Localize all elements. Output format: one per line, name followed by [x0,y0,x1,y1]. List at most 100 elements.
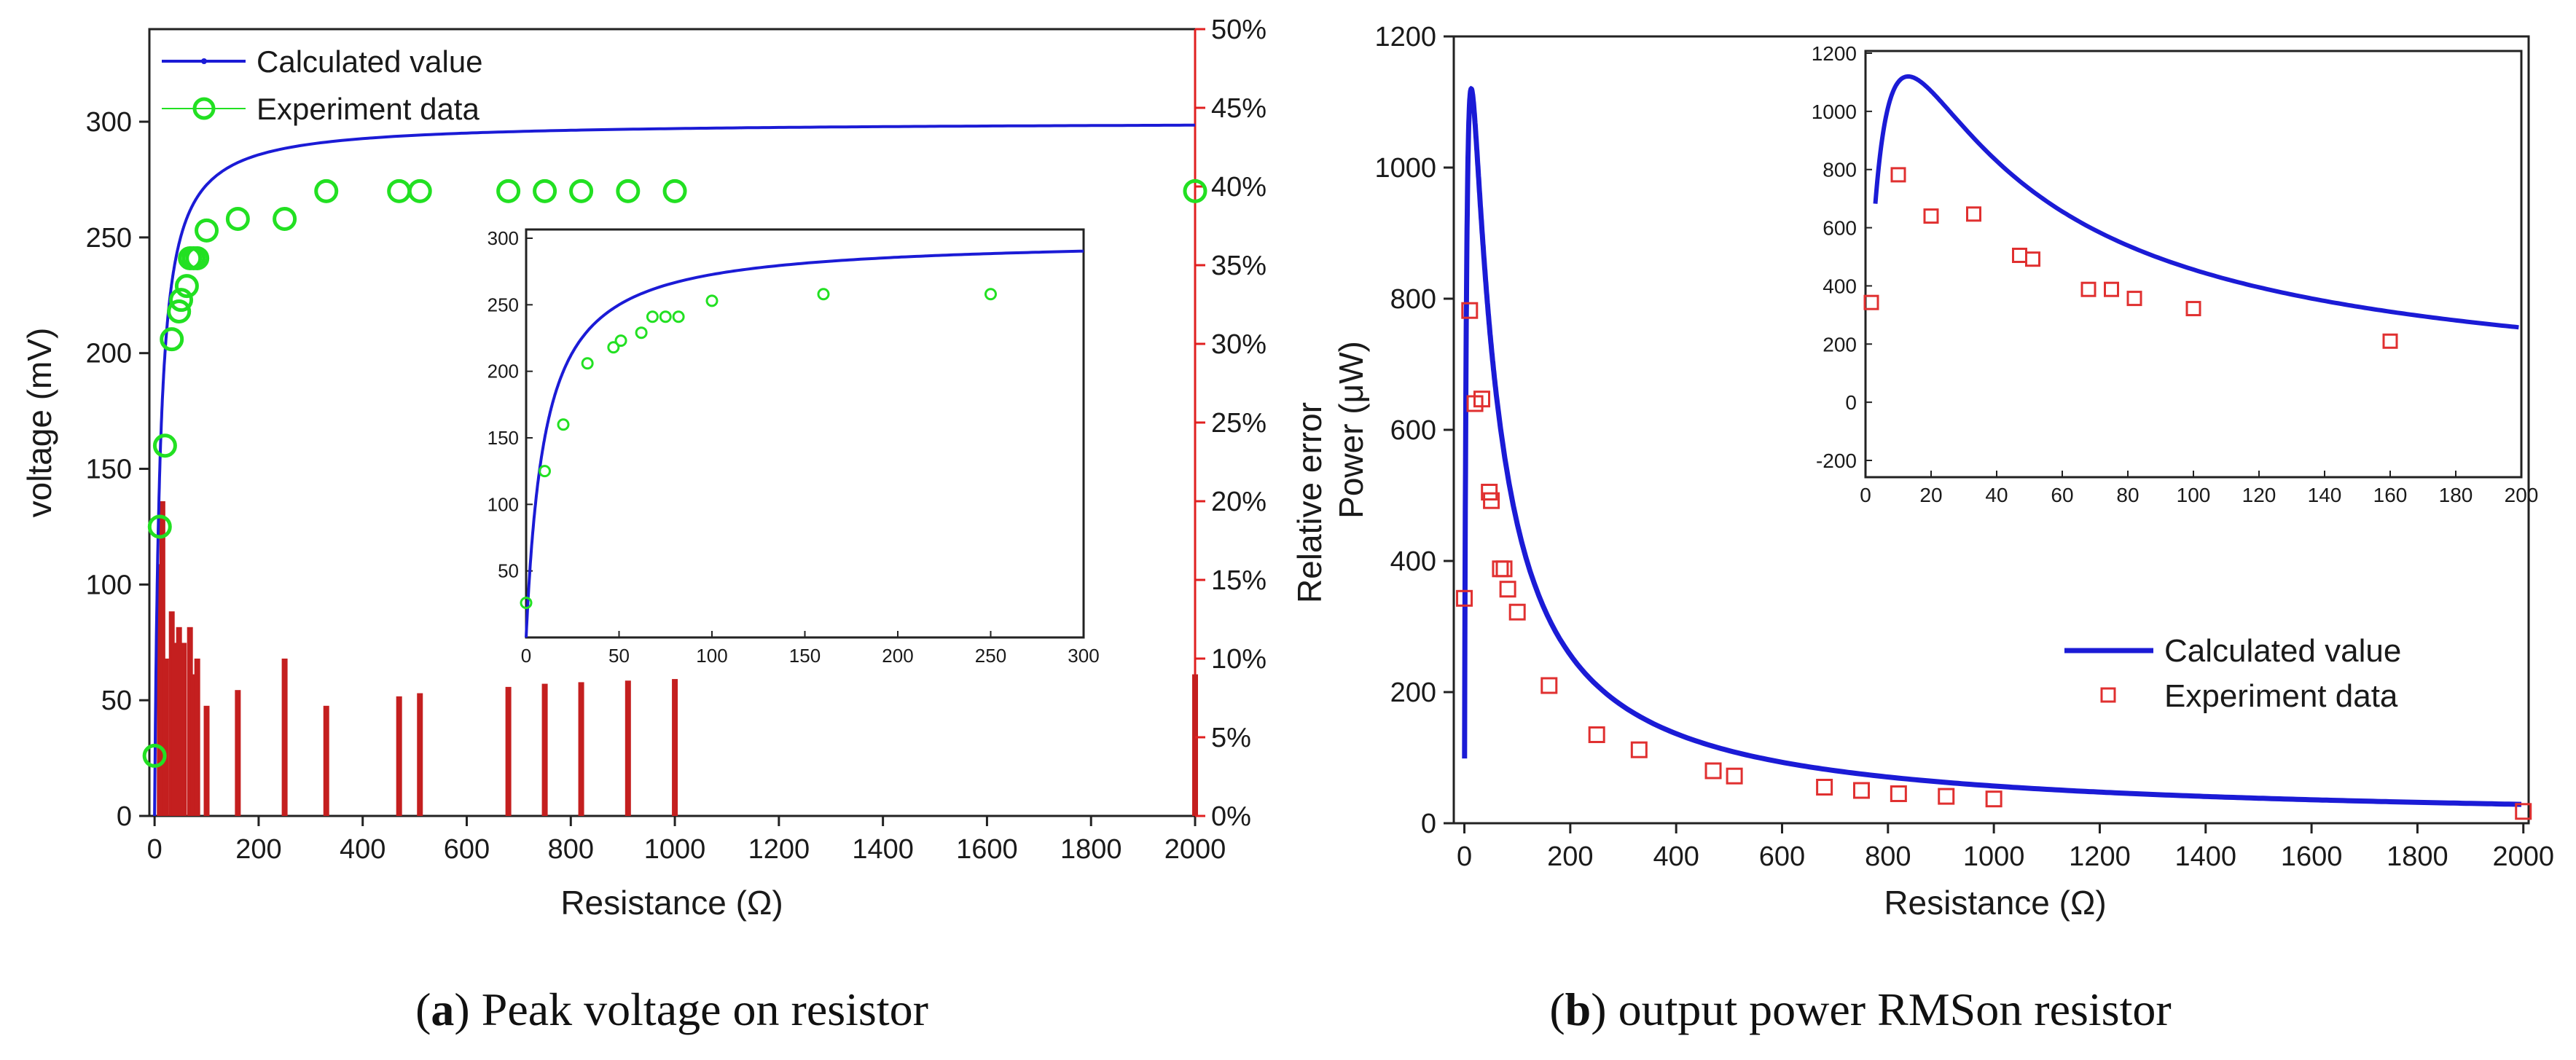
inset-x-tick-label: 200 [2505,484,2539,506]
experiment-point [174,274,199,299]
inset-x-tick-label: 300 [1068,645,1099,667]
experiment-point [407,178,432,203]
x-tick-label: 2000 [1164,834,1226,865]
y-tick-label: 1000 [1374,153,1436,184]
y-tick-label: 0 [1421,809,1436,839]
inset-x-tick-label: 100 [696,645,727,667]
error-bar [203,705,210,816]
inset-y-tick-label: 200 [1823,333,1857,356]
legend-b-exp-marker [2100,687,2116,703]
y-tick-label: 100 [86,570,132,600]
x-tick-label: 800 [548,834,594,865]
experiment-point [1816,779,1833,796]
inset-y-tick-label: 250 [488,294,519,315]
legend-a-exp-label: Experiment data [257,92,479,126]
experiment-point [533,178,557,203]
y2-tick-label: 5% [1211,723,1251,753]
inset-point [2080,281,2097,297]
error-bar [168,611,175,816]
experiment-point [1495,560,1513,578]
y-tick-label: 300 [86,107,132,138]
inset-point [646,310,659,323]
inset-x-tick-label: 50 [608,645,630,667]
experiment-point [1630,741,1648,758]
x-tick-label: 1000 [1963,841,2025,872]
chart-a-y-label: voltage (mV) [20,328,58,518]
experiment-point [314,178,339,203]
inset-y-tick-label: 50 [498,560,519,582]
y-tick-label: 200 [86,339,132,369]
inset-point [520,597,533,610]
inset-x-tick-label: 160 [2373,484,2408,506]
experiment-point [1890,785,1907,802]
experiment-point [1481,484,1498,500]
experiment-point [496,178,521,203]
chart-a-inset-calculated-line [525,249,1084,638]
error-bar [672,679,678,816]
experiment-point [225,206,250,231]
error-bar [194,659,200,816]
chart-a-y-ticks: 0 50 100 150 200 250 300 [86,107,149,832]
error-bar [171,643,178,816]
experiment-point [1183,178,1207,203]
chart-a-inset-points [520,288,997,610]
x-tick-label: 800 [1865,841,1911,872]
inset-y-tick-label: 150 [488,427,519,449]
inset-point [607,341,620,354]
error-bar [1192,674,1198,816]
chart-a-inset-ticks: 0 50 100 150 200 250 300 50 100 150 200 250 300 [488,227,1100,667]
inset-point [2025,251,2040,267]
experiment-point [1473,390,1491,408]
inset-point [2104,281,2119,297]
inset-x-tick-label: 60 [2051,484,2073,506]
inset-x-tick-label: 150 [789,645,821,667]
chart-b-x-label: Resistance (Ω) [1884,884,2106,922]
legend-a-calc-label: Calculated value [257,44,483,79]
experiment-point [195,218,219,243]
legend-a-calc-dot [201,58,207,64]
inset-point [2382,333,2398,349]
y-tick-label: 0 [117,801,132,832]
x-tick-label: 400 [340,834,385,865]
y2-tick-label: 50% [1211,15,1267,45]
inset-x-tick-label: 0 [521,645,531,667]
inset-point [984,288,997,301]
inset-point [635,326,648,339]
legend-b-exp-label: Experiment data [2164,678,2398,714]
chart-a-inset-frame [525,228,1085,639]
inset-y-tick-label: 400 [1823,275,1857,297]
experiment-point [152,433,177,458]
x-tick-label: 1600 [2281,841,2343,872]
chart-a-y2-ticks: 0% 5% 10% 15% 20% 25% 30% 35% 40% 45% 50% [1195,15,1267,832]
y2-tick-label: 15% [1211,565,1267,596]
error-bar [281,659,288,816]
inset-x-tick-label: 200 [882,645,913,667]
chart-b-inset-points [1863,167,2398,349]
inset-x-tick-label: 250 [975,645,1006,667]
x-tick-label: 1200 [2069,841,2131,872]
error-bar [323,705,329,816]
experiment-point [1726,767,1743,785]
y2-tick-label: 45% [1211,93,1267,124]
inset-y-tick-label: 1200 [1812,42,1857,65]
chart-b-inset-calculated-line [1873,74,2519,330]
experiment-point [185,246,210,270]
x-tick-label: 1000 [644,834,706,865]
inset-point [672,310,685,323]
inset-point [614,334,627,348]
error-bar [417,693,423,816]
legend-a-exp-marker [192,97,216,120]
inset-y-tick-label: 100 [488,493,519,515]
legend-b-calc-label: Calculated value [2164,633,2401,669]
inset-x-tick-label: 100 [2177,484,2211,506]
experiment-point [1456,589,1473,607]
inset-point [1863,294,1879,310]
experiment-point [160,327,184,352]
inset-x-tick-label: 0 [1860,484,1871,506]
chart-b-x-ticks: 0 200 400 600 800 1000 1200 1400 1600 1800 2000 [1457,823,2554,872]
chart-a-y2-label: Relative error [1291,402,1328,603]
experiment-point [387,178,412,203]
experiment-point [1704,762,1722,780]
chart-b-y-ticks: 0 200 400 600 800 1000 1200 [1374,22,1454,839]
x-tick-label: 0 [1457,841,1472,872]
